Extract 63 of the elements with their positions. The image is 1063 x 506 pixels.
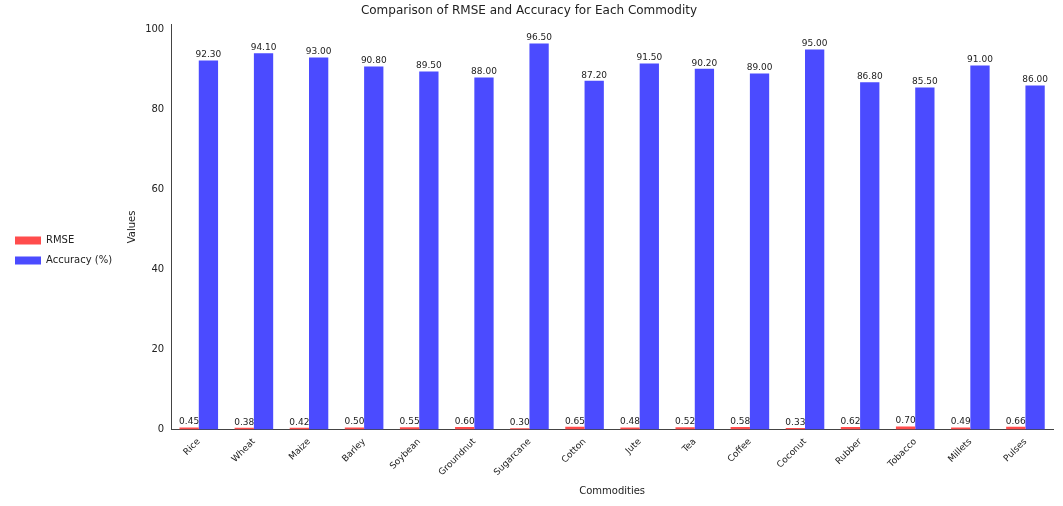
- bar: [749, 73, 770, 430]
- y-axis-title: Values: [125, 210, 137, 244]
- data-label: 87.20: [581, 69, 608, 80]
- data-label: 92.30: [195, 49, 222, 60]
- chart-title: Comparison of RMSE and Accuracy for Each Commodity: [360, 3, 698, 18]
- bar: [639, 63, 659, 430]
- data-label: 86.00: [1022, 74, 1049, 85]
- data-label: 0.49: [950, 416, 971, 427]
- y-tick-label: 40: [151, 263, 165, 275]
- legend-label: Accuracy (%): [46, 254, 113, 266]
- bar: [970, 65, 990, 430]
- data-label: 86.80: [856, 71, 883, 82]
- bar: [399, 427, 420, 430]
- data-label: 0.45: [179, 416, 200, 427]
- bar: [344, 427, 365, 430]
- data-label: 89.00: [746, 62, 773, 73]
- bar: [529, 43, 549, 430]
- y-tick-label: 60: [151, 183, 165, 195]
- x-tick-label: Tea: [679, 436, 698, 455]
- bar: [860, 82, 880, 430]
- data-label: 88.00: [471, 66, 498, 77]
- data-label: 0.42: [289, 416, 310, 427]
- x-axis-title: Commodities: [579, 484, 646, 496]
- data-label: 91.50: [636, 52, 663, 63]
- data-label: 91.00: [967, 54, 994, 65]
- data-label: 90.20: [691, 57, 718, 68]
- data-label: 0.55: [399, 416, 420, 427]
- data-label: 94.10: [250, 42, 277, 53]
- data-label: 0.60: [454, 415, 475, 426]
- bar: [915, 87, 935, 430]
- bar: [805, 49, 825, 430]
- data-label: 0.65: [564, 415, 585, 426]
- y-tick-label: 100: [145, 23, 165, 35]
- data-label: 0.30: [509, 417, 531, 428]
- data-label: 0.38: [234, 416, 255, 427]
- data-label: 90.80: [360, 55, 387, 66]
- data-label: 0.58: [730, 415, 751, 426]
- bar: [474, 77, 494, 430]
- bar: [198, 60, 219, 430]
- bar: [584, 80, 604, 430]
- data-label: 0.50: [344, 416, 365, 427]
- bar: [675, 427, 695, 430]
- data-label: 0.48: [620, 416, 641, 427]
- data-label: 96.50: [526, 32, 553, 43]
- data-label: 0.62: [840, 415, 861, 426]
- data-label: 0.52: [675, 416, 696, 427]
- data-label: 95.00: [801, 38, 828, 49]
- bar: [1025, 85, 1045, 430]
- legend-label: RMSE: [46, 234, 75, 246]
- data-label: 0.66: [1005, 415, 1027, 426]
- data-label: 85.50: [911, 76, 939, 87]
- bar: [694, 68, 715, 430]
- bar: [253, 53, 274, 430]
- data-label: 93.00: [305, 46, 332, 57]
- y-tick-label: 20: [151, 343, 165, 355]
- data-label: 0.33: [785, 416, 806, 427]
- data-label: 0.70: [895, 415, 916, 426]
- y-tick-label: 80: [151, 103, 165, 115]
- bar: [364, 66, 384, 430]
- y-tick-label: 0: [157, 422, 165, 434]
- bar: [419, 71, 439, 430]
- bar: [309, 57, 329, 430]
- data-label: 89.50: [415, 60, 443, 71]
